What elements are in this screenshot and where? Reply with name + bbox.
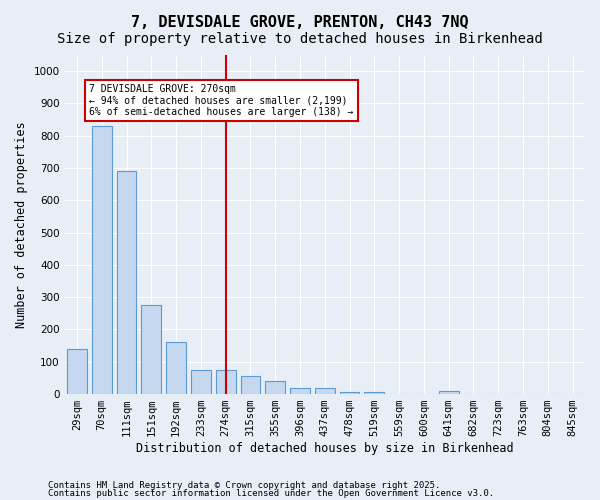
Bar [265,381,285,394]
Bar [67,349,87,394]
Text: Contains HM Land Registry data © Crown copyright and database right 2025.: Contains HM Land Registry data © Crown c… [48,481,440,490]
Bar [92,126,112,394]
Text: Contains public sector information licensed under the Open Government Licence v3: Contains public sector information licen… [48,488,494,498]
Y-axis label: Number of detached properties: Number of detached properties [15,121,28,328]
Bar [439,392,458,394]
Bar [340,392,359,394]
Bar [116,172,136,394]
Text: Size of property relative to detached houses in Birkenhead: Size of property relative to detached ho… [57,32,543,46]
Bar [216,370,236,394]
X-axis label: Distribution of detached houses by size in Birkenhead: Distribution of detached houses by size … [136,442,514,455]
Bar [315,388,335,394]
Text: 7, DEVISDALE GROVE, PRENTON, CH43 7NQ: 7, DEVISDALE GROVE, PRENTON, CH43 7NQ [131,15,469,30]
Bar [191,370,211,394]
Bar [290,388,310,394]
Bar [364,392,384,394]
Text: 7 DEVISDALE GROVE: 270sqm
← 94% of detached houses are smaller (2,199)
6% of sem: 7 DEVISDALE GROVE: 270sqm ← 94% of detac… [89,84,354,117]
Bar [166,342,186,394]
Bar [241,376,260,394]
Bar [142,306,161,394]
